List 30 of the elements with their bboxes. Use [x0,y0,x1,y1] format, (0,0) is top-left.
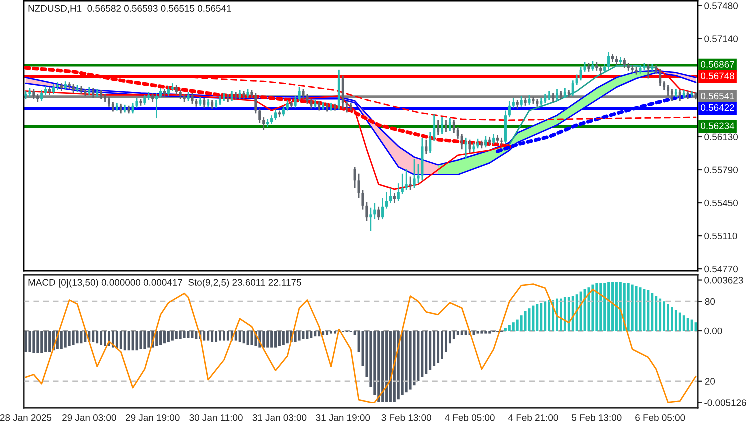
y-tick-label: -0.005126 [704,400,746,406]
ref-line-label: 0.56234 [701,122,735,130]
y-tick-label: 0.55790 [704,166,738,174]
x-tick-label: 5 Feb 13:00 [572,414,622,422]
ref-line-label: 0.56422 [701,104,734,112]
x-tick-label: 31 Jan 19:00 [316,414,370,422]
ref-line-label: 0.56541 [701,92,734,100]
y-tick-label: 0.54770 [704,266,738,273]
x-tick-label: 6 Feb 05:00 [636,414,686,422]
x-tick-label: 29 Jan 19:00 [126,414,180,422]
x-tick-label: 30 Jan 11:00 [190,414,243,422]
y-tick-label: 0.55110 [704,232,738,240]
y-tick-label: 0.56130 [704,134,738,140]
y-tick-label: 0.55450 [704,200,738,207]
x-tick-label: 28 Jan 2025 [0,414,52,422]
chart-title: NZDUSD,H1 0.56582 0.56593 0.56515 0.56541 [28,5,232,14]
y-tick-label: 0.57140 [704,36,738,42]
ref-line-label: 0.56867 [701,61,734,68]
x-tick-label: 29 Jan 03:00 [62,414,116,422]
ref-line-label: 0.56748 [701,72,734,80]
y-tick-label: 0.57480 [704,2,738,10]
y-tick-label: 0.003623 [704,277,744,284]
x-tick-label: 4 Feb 05:00 [445,414,495,422]
x-tick-label: 3 Feb 13:00 [382,414,432,422]
chart-title: MACD [0](13,50) 0.000000 0.000417 Sto(9,2,5) 23.6011 22.1175 [28,278,302,288]
x-tick-label: 4 Feb 21:00 [508,414,558,422]
y2-tick-label: 80 [705,298,716,306]
y2-tick-label: 20 [705,378,716,385]
y-tick-label: 0.00 [704,328,722,335]
x-tick-label: 31 Jan 03:00 [252,414,307,422]
